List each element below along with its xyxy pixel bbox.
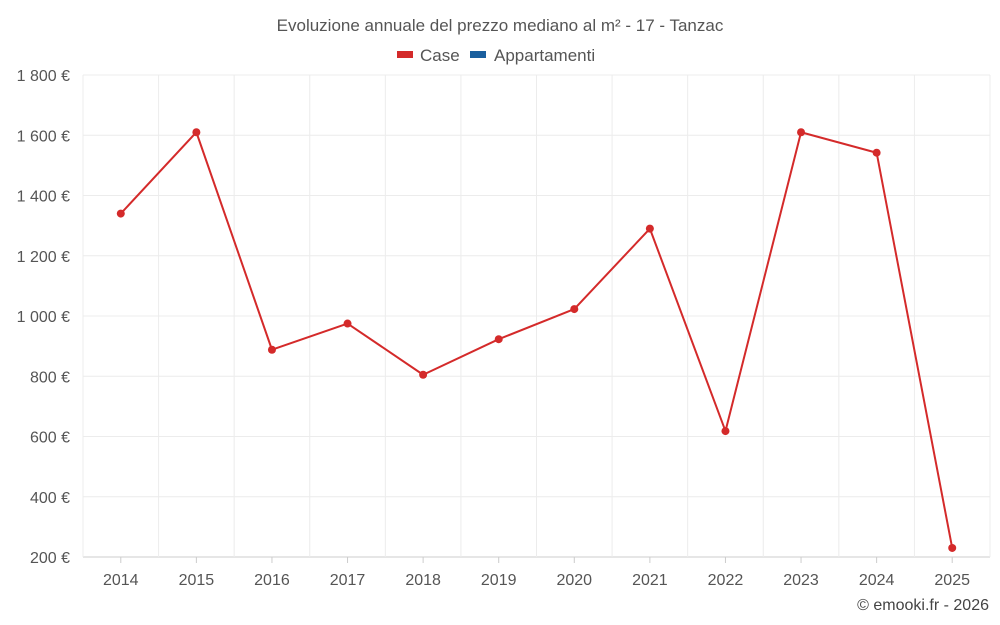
data-point[interactable] xyxy=(872,148,881,157)
x-tick-label: 2024 xyxy=(859,572,895,589)
y-tick-label: 600 € xyxy=(30,430,70,447)
chart-title: Evoluzione annuale del prezzo mediano al… xyxy=(277,16,724,35)
x-tick-label: 2016 xyxy=(254,572,290,589)
grid xyxy=(82,74,991,558)
x-tick-label: 2021 xyxy=(632,572,668,589)
x-tick-label: 2025 xyxy=(934,572,970,589)
y-tick-label: 1 400 € xyxy=(17,189,70,206)
y-tick-label: 1 800 € xyxy=(17,68,70,85)
x-tick-label: 2022 xyxy=(708,572,744,589)
data-point[interactable] xyxy=(267,345,276,354)
data-point[interactable] xyxy=(192,128,201,137)
data-point[interactable] xyxy=(494,335,503,344)
x-tick-label: 2019 xyxy=(481,572,517,589)
legend-label-1[interactable]: Case xyxy=(420,46,460,65)
x-tick-label: 2023 xyxy=(783,572,819,589)
x-tick-label: 2020 xyxy=(556,572,592,589)
data-point[interactable] xyxy=(948,543,957,552)
legend-swatch-1 xyxy=(397,51,413,58)
data-point[interactable] xyxy=(645,224,654,233)
data-point[interactable] xyxy=(343,319,352,328)
data-point[interactable] xyxy=(570,305,579,314)
copyright-text: © emooki.fr - 2026 xyxy=(857,597,989,614)
y-tick-label: 800 € xyxy=(30,369,70,386)
x-tick-label: 2014 xyxy=(103,572,139,589)
data-point[interactable] xyxy=(797,128,806,137)
y-tick-label: 1 200 € xyxy=(17,249,70,266)
legend: Case Appartamenti xyxy=(397,46,595,65)
y-tick-label: 1 600 € xyxy=(17,128,70,145)
legend-swatch-2 xyxy=(470,51,486,58)
data-point[interactable] xyxy=(721,427,730,436)
x-tick-label: 2018 xyxy=(405,572,441,589)
series-line-1 xyxy=(120,131,954,549)
legend-label-2[interactable]: Appartamenti xyxy=(494,46,595,65)
y-tick-label: 200 € xyxy=(30,550,70,567)
y-tick-label: 400 € xyxy=(30,490,70,507)
series xyxy=(116,128,957,552)
y-tick-label: 1 000 € xyxy=(17,309,70,326)
y-axis: 200 € 400 € 600 € 800 € 1 000 € 1 200 € 1 400 … xyxy=(17,68,70,567)
data-point[interactable] xyxy=(419,370,428,379)
x-tick-label: 2017 xyxy=(330,572,366,589)
x-axis: 2014 2015 2016 2017 2018 2019 2020 2021 2022 2023… xyxy=(103,557,970,589)
x-tick-label: 2015 xyxy=(179,572,215,589)
data-point[interactable] xyxy=(116,209,125,218)
